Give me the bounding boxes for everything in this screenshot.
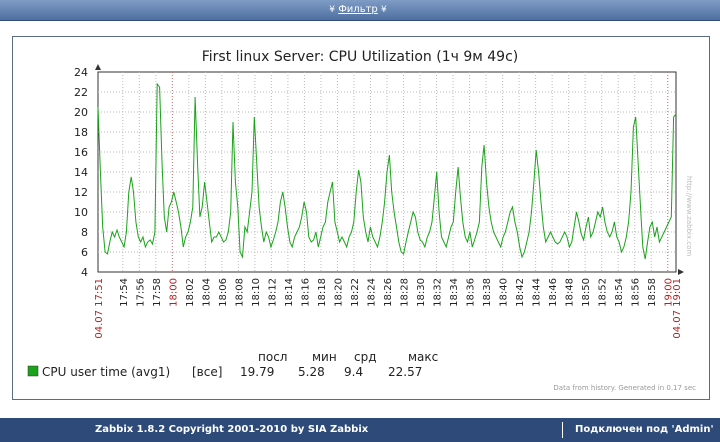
x-tick-label: 18:02 [185,278,196,307]
x-tick-label: 18:22 [350,278,361,307]
x-tick-label: 18:28 [400,278,411,307]
legend-header: посл [258,350,287,364]
x-tick-label: 18:50 [581,278,592,307]
x-start-label: 04.07 17:51 [94,278,105,339]
x-tick-label: 18:18 [317,278,328,307]
x-tick-label: 18:40 [499,278,510,307]
footer-divider [562,422,563,438]
y-tick-label: 12 [74,186,88,199]
series-line-cpu-user-time [97,82,677,260]
x-axis-arrow [678,269,684,275]
generated-note: Data from history. Generated in 0.17 sec [553,384,696,392]
x-tick-label: 18:12 [267,278,278,307]
legend-header: мин [312,350,337,364]
zabbix-watermark: http://www.zabbix.com [685,176,693,256]
legend-swatch [27,365,39,377]
legend-avg: 9.4 [344,365,363,379]
filter-toggle-button[interactable]: ¥ Фильтр ¥ [310,2,406,18]
x-tick-label: 18:20 [333,278,344,307]
legend-header: срд [354,350,377,364]
y-tick-label: 6 [81,246,88,259]
x-tick-label: 18:38 [482,278,493,307]
x-tick-label: 17:58 [152,278,163,307]
x-tick-label: 18:48 [565,278,576,307]
x-tick-label: 18:32 [433,278,444,307]
y-tick-label: 24 [74,66,88,79]
filter-label: Фильтр [338,4,378,15]
y-tick-label: 16 [74,146,88,159]
footer: Zabbix 1.8.2 Copyright 2001-2010 by SIA … [0,418,720,442]
x-tick-label: 18:34 [449,278,460,307]
x-tick-label: 18:58 [647,278,658,307]
y-tick-label: 22 [74,86,88,99]
y-axis-arrow [95,64,101,70]
x-tick-label: 18:52 [598,278,609,307]
x-tick-label: 18:44 [532,278,543,307]
x-tick-label: 18:54 [614,278,625,307]
y-tick-label: 18 [74,126,88,139]
legend-max: 22.57 [388,365,422,379]
x-end-label: 04.07 19:01 [672,278,683,339]
y-tick-label: 4 [81,266,88,279]
footer-user-status: Подключен под 'Admin' [575,424,714,435]
x-tick-label: 18:00 [168,278,179,307]
x-tick-label: 18:36 [466,278,477,307]
x-tick-label: 18:56 [631,278,642,307]
chevron-down-icon: ¥ [329,5,336,15]
x-tick-label: 18:14 [284,278,295,307]
y-tick-label: 14 [74,166,88,179]
y-tick-label: 10 [74,206,88,219]
legend-last: 19.79 [240,365,274,379]
filter-bar: ¥ Фильтр ¥ [0,0,720,21]
footer-copyright: Zabbix 1.8.2 Copyright 2001-2010 by SIA … [95,424,369,435]
x-tick-label: 18:06 [218,278,229,307]
legend-series-name: CPU user time (avg1) [42,365,170,379]
chart-title: First linux Server: CPU Utilization (1ч … [202,49,519,65]
x-tick-label: 18:04 [201,278,212,307]
x-tick-label: 18:10 [251,278,262,307]
x-tick-label: 18:46 [548,278,559,307]
x-tick-label: 18:42 [515,278,526,307]
x-tick-label: 17:56 [135,278,146,307]
x-tick-label: 18:08 [234,278,245,307]
cpu-utilization-graph: First linux Server: CPU Utilization (1ч … [27,49,696,392]
legend-header: макс [408,350,438,364]
legend-min: 5.28 [298,365,325,379]
chevron-down-icon: ¥ [380,5,387,15]
y-tick-label: 20 [74,106,88,119]
x-tick-label: 19:00 [664,278,675,307]
x-tick-label: 18:16 [300,278,311,307]
x-tick-label: 18:30 [416,278,427,307]
x-tick-label: 18:26 [383,278,394,307]
x-tick-label: 18:24 [366,278,377,307]
legend-series-type: [все] [192,365,222,379]
y-tick-label: 8 [81,226,88,239]
x-tick-label: 17:54 [119,278,130,307]
